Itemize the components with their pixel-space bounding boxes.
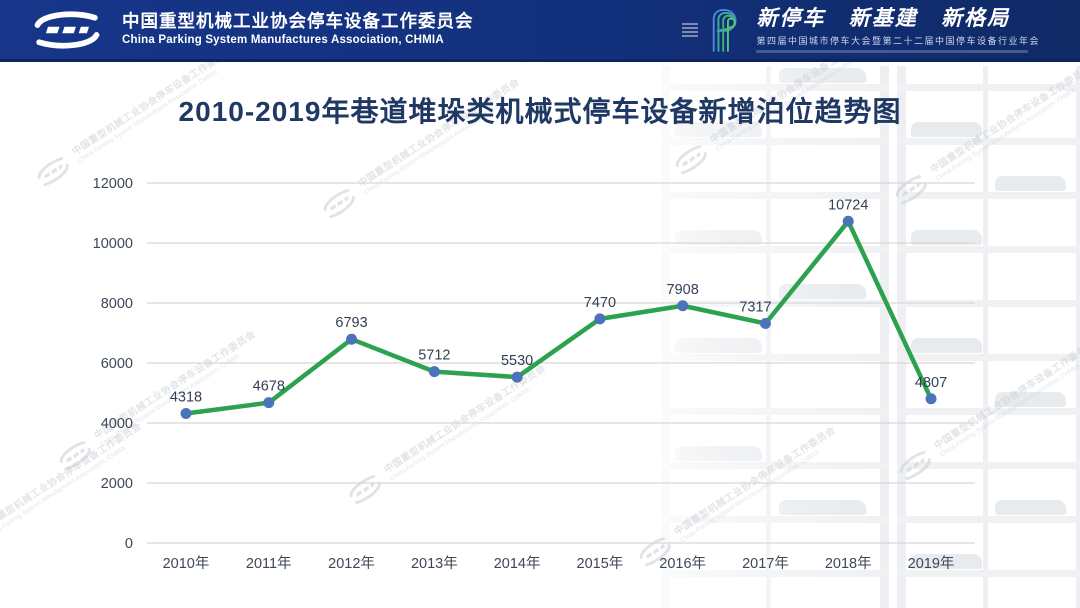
data-point-label: 10724 — [828, 197, 868, 213]
header-slogan: 新停车 新基建 新格局 — [756, 5, 1011, 31]
header-left: 中国重型机械工业协会停车设备工作委员会 China Parking System… — [26, 8, 474, 52]
data-point-label: 7908 — [667, 282, 699, 298]
y-axis-tick-label: 2000 — [101, 476, 133, 492]
data-point-label: 7470 — [584, 295, 616, 311]
event-name: 第四届中国城市停车大会暨第二十二届中国停车设备行业年会 — [756, 35, 1040, 46]
x-axis-tick-label: 2013年 — [411, 555, 458, 572]
p-logo-side-text — [682, 22, 699, 37]
x-axis-tick-label: 2012年 — [328, 555, 375, 572]
chmia-logo-icon — [34, 10, 100, 49]
x-axis-tick-label: 2019年 — [908, 555, 955, 572]
header-bar: 中国重型机械工业协会停车设备工作委员会 China Parking System… — [0, 0, 1080, 62]
y-axis-tick-label: 4000 — [101, 416, 133, 432]
data-point-marker — [511, 371, 523, 383]
x-axis-tick-label: 2018年 — [825, 555, 872, 572]
data-point-marker — [759, 317, 771, 329]
event-subline-decor — [756, 49, 1029, 53]
data-point-marker — [842, 215, 854, 227]
page-title: 2010-2019年巷道堆垛类机械式停车设备新增泊位趋势图 — [178, 96, 902, 127]
y-axis-tick-label: 0 — [125, 536, 133, 552]
data-point-label: 6793 — [335, 315, 367, 331]
y-axis-tick-label: 10000 — [93, 236, 133, 252]
x-axis-tick-label: 2016年 — [659, 555, 706, 572]
trend-chart: 0 2000 4000 6000 8000 10000 12000 2010年 2011年 201… — [93, 176, 975, 572]
y-axis-tick-label: 12000 — [93, 176, 133, 192]
data-point-label: 5530 — [501, 353, 533, 369]
data-point-label: 5712 — [418, 348, 450, 364]
x-axis-tick-label: 2010年 — [163, 555, 210, 572]
data-point-marker — [677, 300, 689, 312]
x-axis-tick-label: 2014年 — [494, 555, 541, 572]
y-axis-tick-label: 8000 — [101, 296, 133, 312]
x-axis-tick-label: 2017年 — [742, 555, 789, 572]
data-point-marker — [925, 393, 937, 405]
y-axis-tick-label: 6000 — [101, 356, 133, 372]
org-names: 中国重型机械工业协会停车设备工作委员会 China Parking System… — [122, 11, 474, 47]
data-point-marker — [346, 333, 358, 345]
data-point-marker — [594, 313, 606, 325]
data-point-marker — [180, 407, 192, 419]
data-point-label: 4318 — [170, 389, 202, 405]
data-point-label: 4807 — [915, 375, 947, 391]
trend-line — [183, 219, 934, 416]
org-name-zh: 中国重型机械工业协会停车设备工作委员会 — [122, 11, 474, 32]
x-axis-tick-label: 2011年 — [246, 555, 292, 572]
data-point-label: 4678 — [253, 379, 285, 395]
x-axis-tick-label: 2015年 — [577, 555, 624, 572]
data-point-marker — [428, 366, 440, 378]
parking-p-logo-icon — [713, 8, 737, 52]
org-name-en: China Parking System Manufactures Associ… — [122, 34, 444, 47]
slogan-block: 新停车 新基建 新格局 第四届中国城市停车大会暨第二十二届中国停车设备行业年会 — [756, 5, 1040, 53]
data-point-marker — [263, 397, 275, 409]
data-point-label: 7317 — [739, 299, 771, 315]
header-right: 新停车 新基建 新格局 第四届中国城市停车大会暨第二十二届中国停车设备行业年会 — [682, 6, 1062, 54]
